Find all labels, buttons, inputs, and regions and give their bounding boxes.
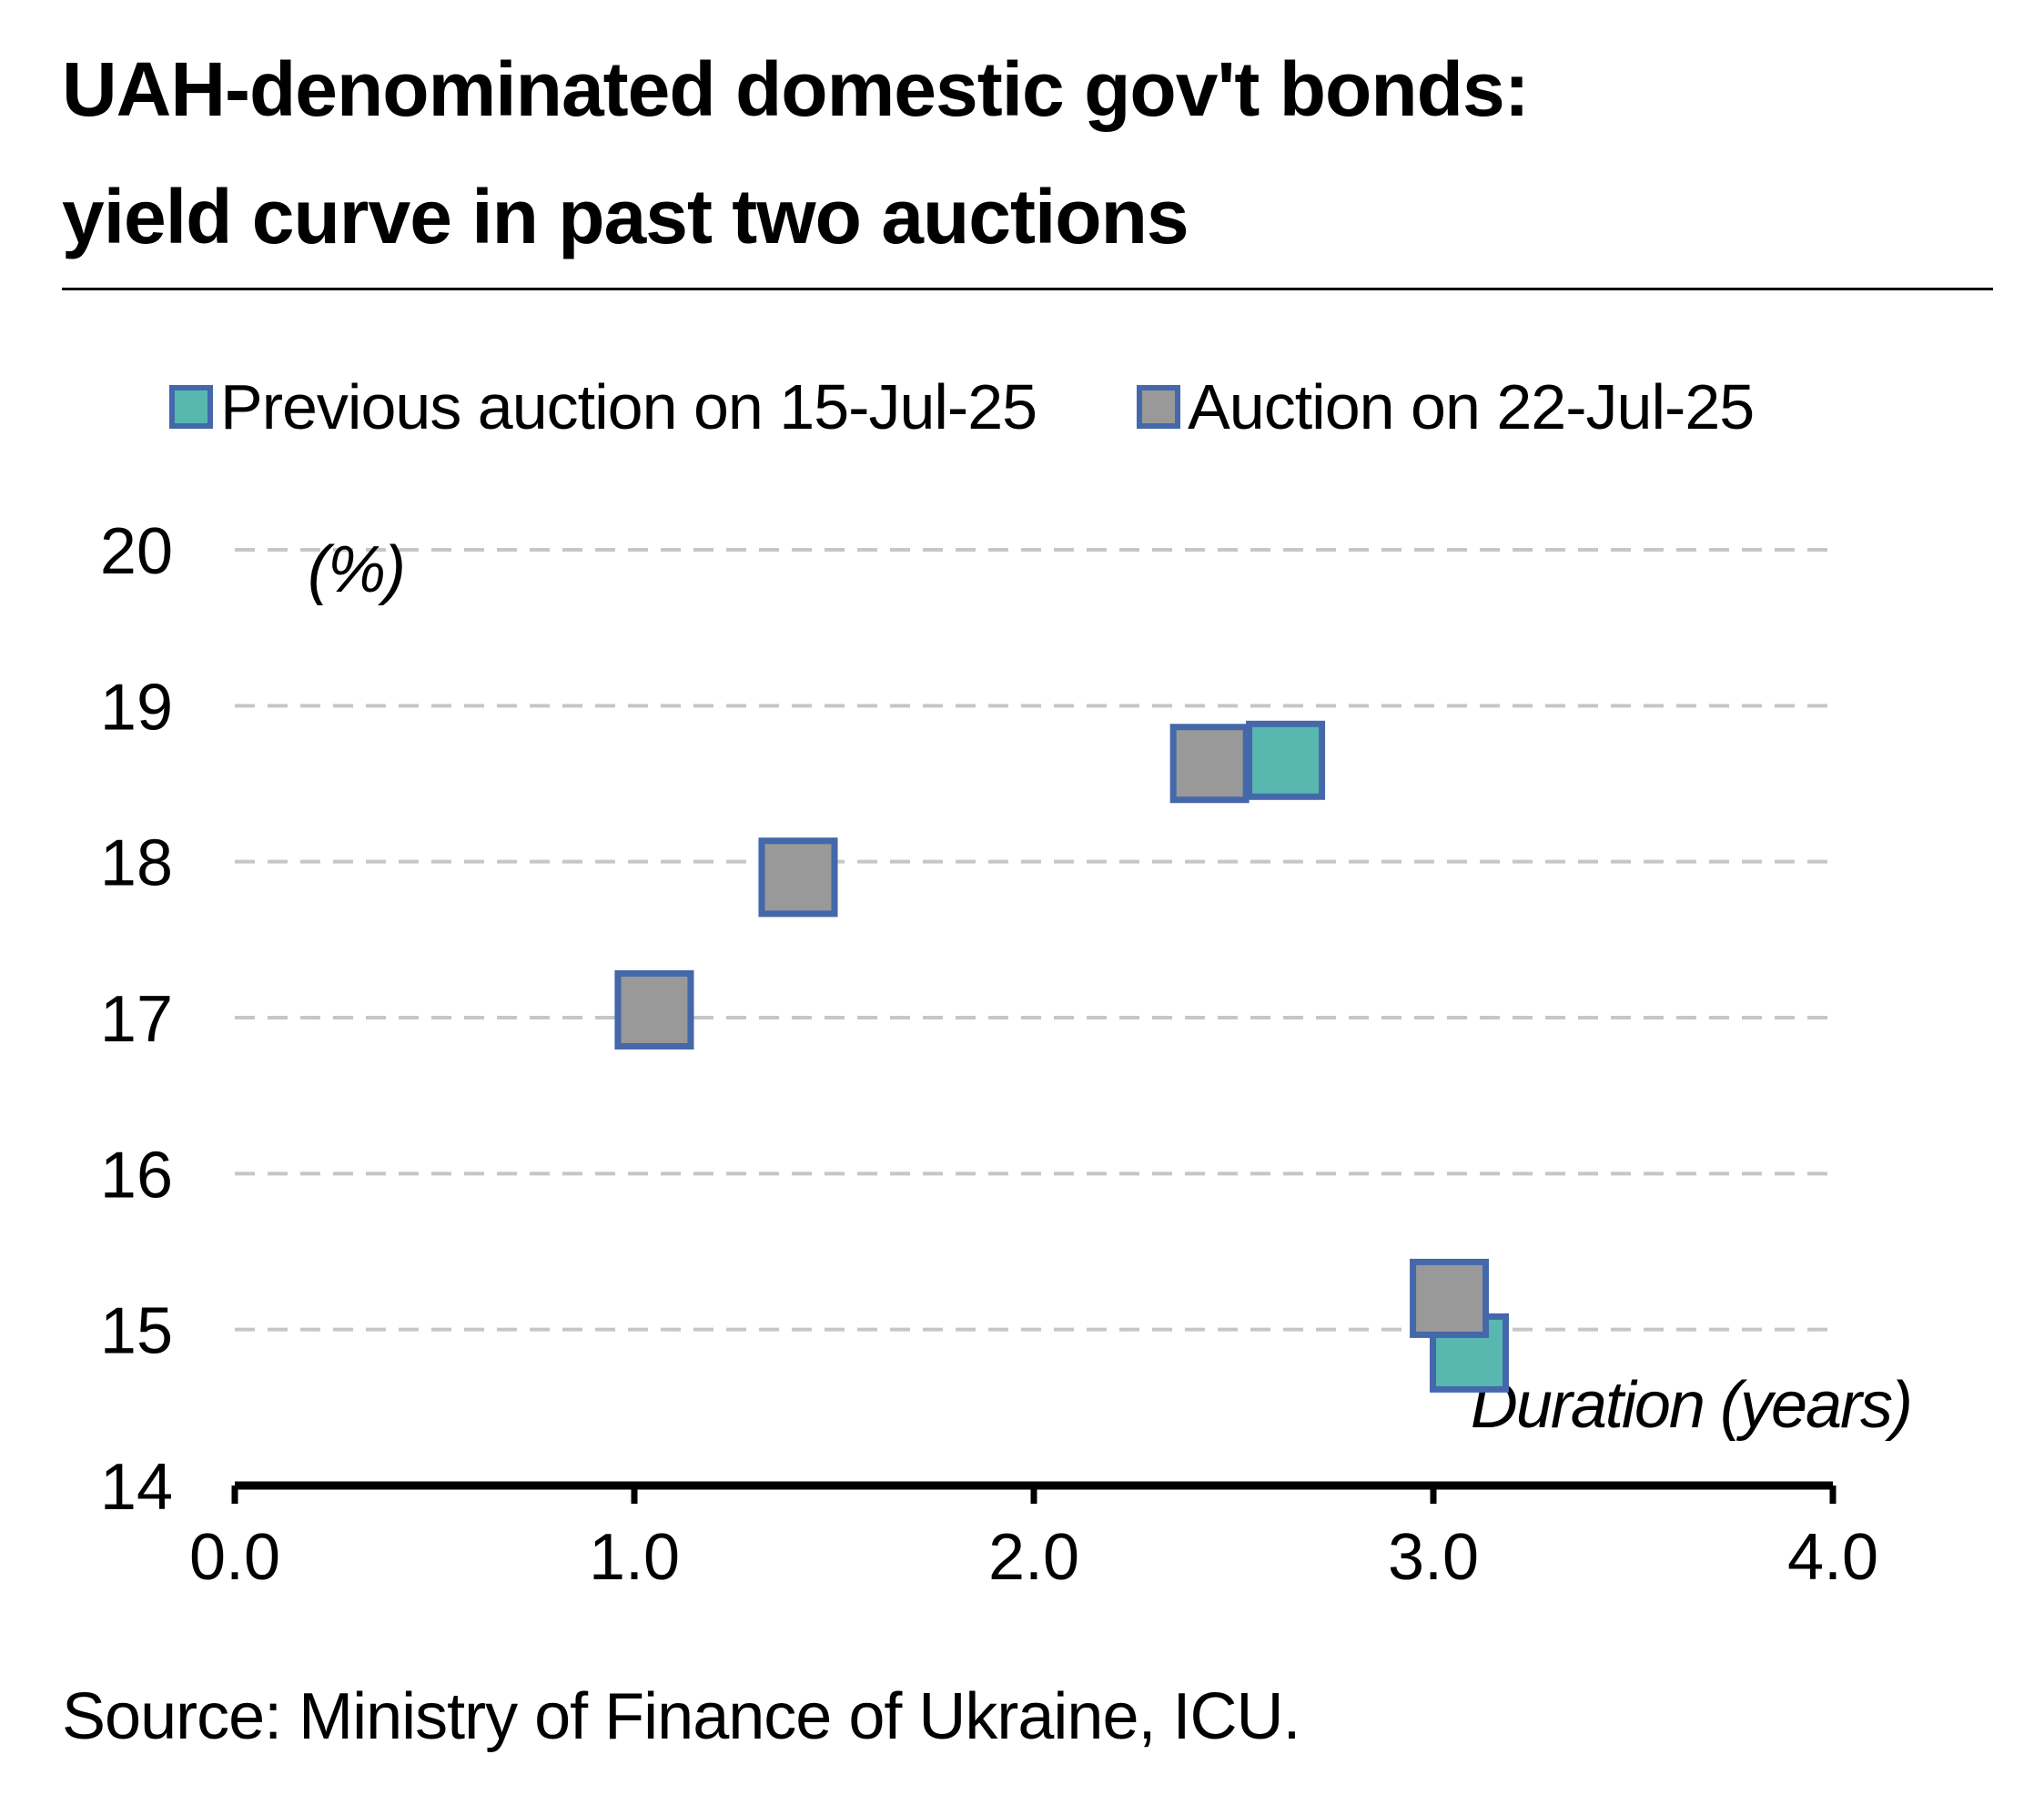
legend-label-current: Auction on 22-Jul-25 xyxy=(1188,371,1755,442)
marker-series1-point2 xyxy=(1169,724,1250,804)
x-tick-label: 4.0 xyxy=(1787,1521,1878,1594)
legend: Previous auction on 15-Jul-25 Auction on… xyxy=(169,366,1854,448)
y-tick-label: 19 xyxy=(100,671,173,744)
legend-item-previous: Previous auction on 15-Jul-25 xyxy=(169,370,1037,443)
y-axis-label: (%) xyxy=(308,533,404,606)
y-tick-label: 17 xyxy=(100,983,173,1056)
marker-series1-point0 xyxy=(614,969,694,1050)
legend-label-previous: Previous auction on 15-Jul-25 xyxy=(220,371,1037,442)
chart-title-line1: UAH-denominated domestic gov't bonds: xyxy=(62,46,1530,132)
y-tick-label: 18 xyxy=(100,827,173,900)
legend-swatch-current xyxy=(1137,385,1181,429)
title-divider xyxy=(62,288,1993,290)
legend-item-current: Auction on 22-Jul-25 xyxy=(1137,370,1755,443)
scatter-chart: 14 15 16 17 18 19 20 0.0 1.0 2.0 3.0 4.0 (%) Duration… xyxy=(100,515,1913,1594)
x-tick-label: 0.0 xyxy=(189,1521,280,1594)
chart-title-line2: yield curve in past two auctions xyxy=(62,174,1189,259)
y-tick-label: 15 xyxy=(100,1295,173,1368)
marker-series1-point1 xyxy=(758,837,838,918)
legend-swatch-previous xyxy=(169,385,213,429)
chart-title: UAH-denominated domestic gov't bonds: yi… xyxy=(62,25,1973,280)
y-tick-label: 16 xyxy=(100,1139,173,1212)
x-tick-label: 1.0 xyxy=(589,1521,680,1594)
y-tick-label: 20 xyxy=(100,515,173,588)
y-tick-label: 14 xyxy=(100,1451,173,1524)
marker-series0-point2 xyxy=(1246,720,1326,800)
x-tick-label: 3.0 xyxy=(1388,1521,1479,1594)
x-tick-label: 2.0 xyxy=(988,1521,1079,1594)
x-axis-label: Duration (years) xyxy=(1471,1369,1911,1442)
marker-series1-point3 xyxy=(1410,1258,1490,1338)
source-note: Source: Ministry of Finance of Ukraine, … xyxy=(62,1680,1300,1753)
